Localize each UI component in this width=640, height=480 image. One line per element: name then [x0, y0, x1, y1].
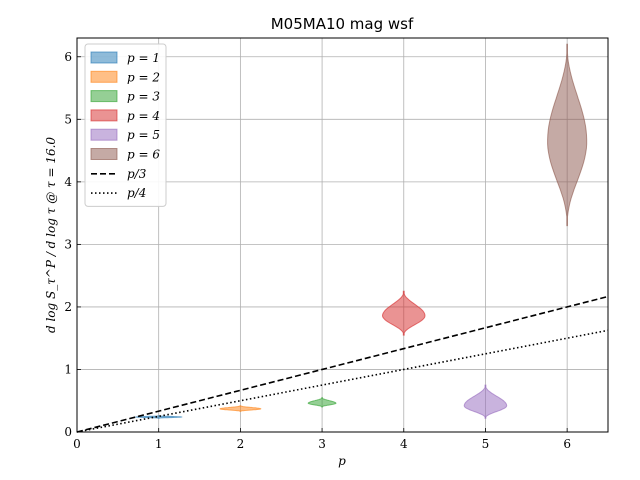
- x-tick-label: 3: [318, 437, 326, 451]
- violins: [134, 43, 588, 419]
- legend-swatch: [90, 70, 118, 83]
- y-tick-label: 3: [64, 237, 72, 251]
- violin-p6: [547, 43, 588, 227]
- legend-label: p = 6: [127, 148, 160, 162]
- legend: p = 1 p = 2 p = 3 p = 4 p = 5 p = 6 p/3 p/4: [84, 43, 167, 207]
- x-axis-label: p: [338, 454, 346, 468]
- x-tick-label: 0: [73, 437, 81, 451]
- violin-p2: [219, 405, 262, 412]
- y-tick-label: 5: [64, 112, 72, 126]
- x-axis-ticks: 0 1 2 3 4 5 6: [73, 428, 571, 451]
- legend-swatch: [90, 90, 118, 103]
- legend-label: p = 3: [127, 90, 160, 104]
- x-tick-label: 2: [237, 437, 245, 451]
- legend-label: p/3: [127, 167, 147, 181]
- legend-label: p = 4: [127, 109, 160, 123]
- plot-frame: [76, 37, 609, 433]
- legend-box: [84, 43, 167, 207]
- violin-p3: [307, 397, 337, 408]
- legend-swatch: [90, 128, 118, 141]
- legend-label: p = 1: [127, 51, 160, 65]
- x-tick-label: 6: [563, 437, 571, 451]
- legend-swatch: [90, 148, 118, 160]
- reference-line: [76, 295, 609, 433]
- violin-p5: [463, 384, 508, 419]
- violin-p1: [134, 415, 183, 419]
- y-axis-label: d log S_τ^P / d log τ @ τ = 16.0: [44, 137, 58, 333]
- legend-label: p = 2: [127, 70, 160, 84]
- legend-swatch: [90, 51, 118, 64]
- x-tick-label: 1: [155, 437, 163, 451]
- y-tick-label: 1: [64, 362, 72, 376]
- chart-title: M05MA10 mag wsf: [271, 15, 414, 33]
- y-tick-label: 6: [64, 50, 72, 64]
- y-tick-label: 2: [64, 300, 72, 314]
- x-tick-label: 5: [482, 437, 490, 451]
- y-tick-label: 4: [64, 175, 72, 189]
- reference-lines: [76, 295, 609, 433]
- y-axis-ticks: 0 1 2 3 4 5 6: [64, 50, 81, 439]
- legend-label: p = 5: [127, 128, 160, 142]
- x-tick-label: 4: [400, 437, 408, 451]
- legend-swatch: [90, 109, 118, 122]
- violin-p4: [381, 290, 426, 336]
- legend-label: p/4: [127, 186, 146, 200]
- y-tick-label: 0: [64, 425, 72, 439]
